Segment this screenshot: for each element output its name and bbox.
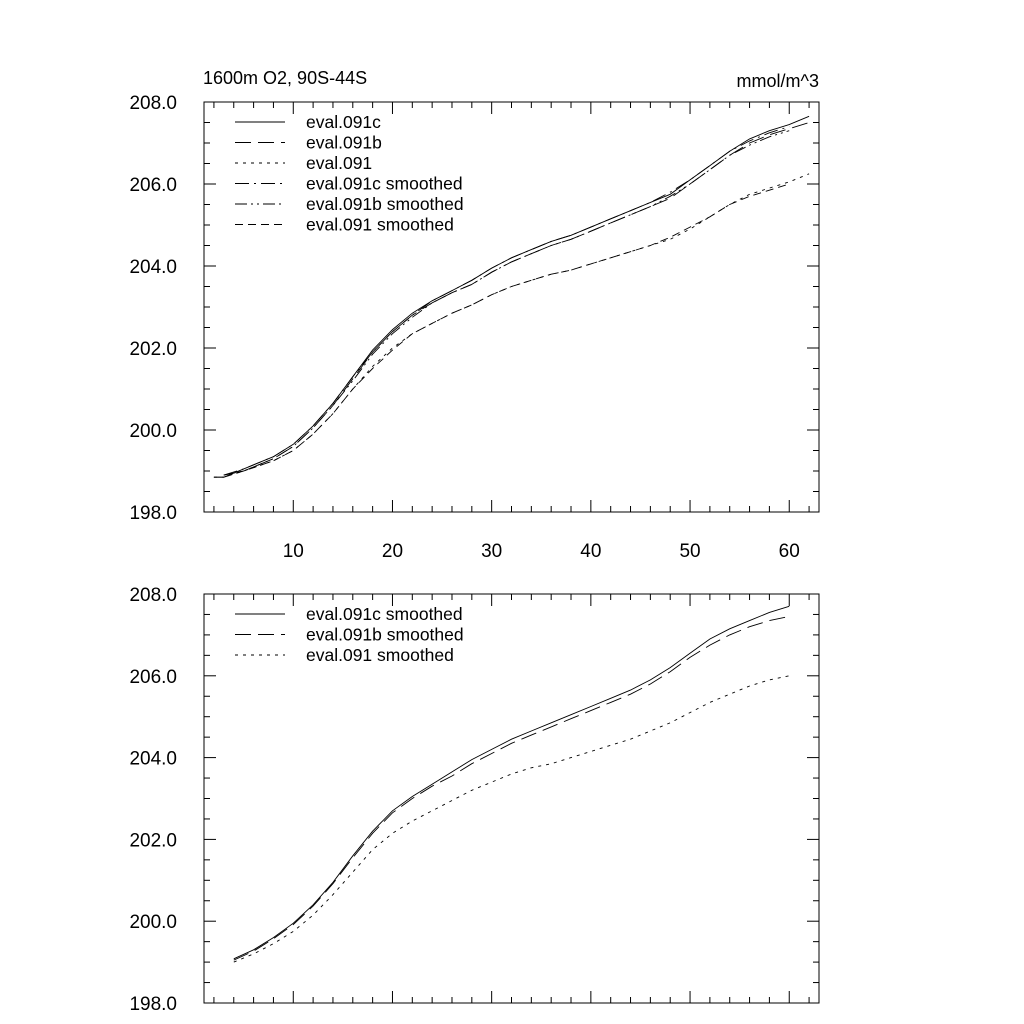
series-line-eval-091c-smoothed bbox=[223, 126, 790, 476]
legend-label: eval.091c smoothed bbox=[306, 604, 463, 624]
plot-frame bbox=[203, 593, 820, 1004]
y-tick-label: 206.0 bbox=[129, 667, 177, 688]
legend-label: eval.091 smoothed bbox=[306, 645, 454, 665]
y-tick-label: 208.0 bbox=[129, 585, 177, 606]
legend-label: eval.091 bbox=[306, 153, 372, 173]
series-line-eval-091-smoothed bbox=[233, 675, 790, 963]
series-line-eval-091c bbox=[213, 115, 810, 478]
x-tick-label: 40 bbox=[580, 541, 601, 562]
legend-label: eval.091b smoothed bbox=[306, 194, 464, 214]
x-tick-label: 20 bbox=[382, 541, 403, 562]
y-tick-label: 204.0 bbox=[129, 257, 177, 278]
legend-label: eval.091 smoothed bbox=[306, 215, 454, 235]
legend-label: eval.091c smoothed bbox=[306, 174, 463, 194]
series-line-eval-091b-smoothed bbox=[223, 130, 790, 476]
plot-frame bbox=[203, 101, 820, 513]
x-tick-label: 10 bbox=[283, 541, 304, 562]
y-tick-label: 204.0 bbox=[129, 749, 177, 770]
y-tick-label: 208.0 bbox=[129, 93, 177, 114]
x-tick-label: 50 bbox=[679, 541, 700, 562]
series-line-eval-091b-smoothed bbox=[233, 616, 790, 961]
y-tick-label: 198.0 bbox=[129, 994, 177, 1015]
y-tick-label: 202.0 bbox=[129, 830, 177, 851]
series-line-eval-091 bbox=[213, 173, 810, 478]
chart-title: 1600m O2, 90S-44S bbox=[203, 68, 367, 88]
legend-label: eval.091b bbox=[306, 133, 382, 153]
plot-panel-2: 198.0 200.0 202.0 204.0 206.0 208.0 eval.091c … bbox=[129, 585, 820, 1015]
series-line-eval-091-smoothed bbox=[223, 183, 790, 476]
legend-label: eval.091b smoothed bbox=[306, 625, 464, 645]
units-label: mmol/m^3 bbox=[737, 71, 819, 91]
plot-panel-1: 198.0 200.0 202.0 204.0 206.0 208.0 10 20 30 40 50… bbox=[129, 93, 820, 562]
y-tick-label: 206.0 bbox=[129, 175, 177, 196]
series-line-eval-091c-smoothed bbox=[233, 605, 790, 960]
legend-label: eval.091c bbox=[306, 112, 381, 132]
x-tick-label: 30 bbox=[481, 541, 502, 562]
series-line-eval-091b bbox=[213, 122, 810, 478]
y-tick-label: 202.0 bbox=[129, 339, 177, 360]
y-tick-label: 200.0 bbox=[129, 912, 177, 933]
y-tick-label: 198.0 bbox=[129, 503, 177, 524]
x-tick-label: 60 bbox=[779, 541, 800, 562]
y-tick-label: 200.0 bbox=[129, 421, 177, 442]
